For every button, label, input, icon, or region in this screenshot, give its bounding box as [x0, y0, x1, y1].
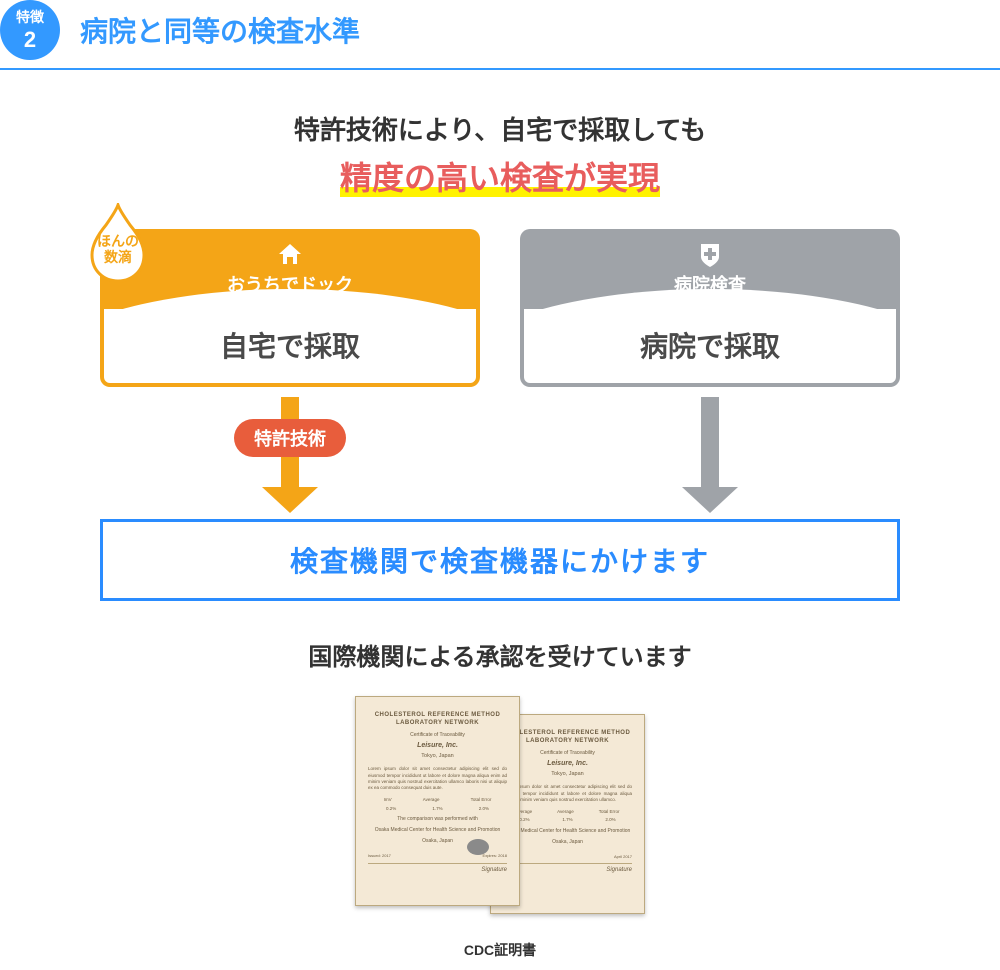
card-home-body: 自宅で採取: [100, 309, 480, 387]
card-home-header-label: おうちでドック: [227, 271, 353, 297]
arrow-hospital: [520, 397, 900, 513]
arrow-head-icon: [682, 487, 738, 513]
cert-sub: Certificate of Traceability: [503, 750, 632, 757]
outcome-text: 検査機関で検査機器にかけます: [290, 546, 710, 577]
badge-label: 特徴: [16, 7, 44, 27]
section-title: 病院と同等の検査水準: [80, 10, 360, 50]
intro-line-1: 特許技術により、自宅で採取しても: [0, 110, 1000, 147]
cert-pair: CHOLESTEROL REFERENCE METHOD LABORATORY …: [355, 696, 645, 926]
cert-loc: Tokyo, Japan: [503, 771, 632, 779]
cert-name: Leisure, Inc.: [368, 741, 507, 751]
plus-shield-icon: [697, 241, 723, 267]
drop-bubble: ほんの 数滴: [78, 203, 158, 283]
drop-line2: 数滴: [104, 249, 132, 265]
cert-sub: Certificate of Traceability: [368, 732, 507, 739]
certificate-left: CHOLESTEROL REFERENCE METHOD LABORATORY …: [355, 696, 520, 906]
intro-line-2: 精度の高い検査が実現: [340, 153, 660, 199]
comparison-cards: ほんの 数滴 おうちでドック 自宅で採取 病: [60, 229, 940, 387]
card-hospital-header: 病院検査: [520, 229, 900, 309]
card-hospital-body: 病院で採取: [520, 309, 900, 387]
cert-para: Lorem ipsum dolor sit amet consectetur a…: [368, 766, 507, 791]
arrows-row: 特許技術: [60, 397, 940, 513]
card-hospital: 病院検査 病院で採取: [520, 229, 900, 387]
cert-center-loc: Osaka, Japan: [503, 839, 632, 846]
patent-tag: 特許技術: [234, 419, 346, 457]
badge-number: 2: [24, 27, 36, 53]
drop-line1: ほんの: [97, 233, 139, 249]
stamp-icon: [467, 839, 489, 855]
certificates: CHOLESTEROL REFERENCE METHOD LABORATORY …: [0, 696, 1000, 926]
cert-center: Osaka Medical Center for Health Science …: [368, 827, 507, 834]
arrow-stem: [701, 397, 719, 487]
feature-badge: 特徴 2: [0, 0, 60, 60]
card-home-body-text: 自宅で採取: [220, 331, 360, 362]
cert-name: Leisure, Inc.: [503, 759, 632, 769]
home-icon: [277, 241, 303, 267]
cert-title: CHOLESTEROL REFERENCE METHOD LABORATORY …: [368, 711, 507, 728]
cert-center: Osaka Medical Center for Health Science …: [503, 828, 632, 835]
cert-caption: CDC証明書: [0, 940, 1000, 960]
card-home: ほんの 数滴 おうちでドック 自宅で採取: [100, 229, 480, 387]
card-hospital-header-label: 病院検査: [674, 271, 746, 297]
approval-text: 国際機関による承認を受けています: [0, 637, 1000, 672]
drop-text: ほんの 数滴: [78, 233, 158, 265]
cert-loc: Tokyo, Japan: [368, 753, 507, 761]
intro-block: 特許技術により、自宅で採取しても 精度の高い検査が実現: [0, 110, 1000, 199]
section-header: 特徴 2 病院と同等の検査水準: [0, 0, 1000, 70]
arrow-home: 特許技術: [100, 397, 480, 513]
card-hospital-body-text: 病院で採取: [640, 331, 780, 362]
outcome-box: 検査機関で検査機器にかけます: [100, 519, 900, 601]
cert-para: Lorem ipsum dolor sit amet consectetur a…: [503, 784, 632, 803]
arrow-head-icon: [262, 487, 318, 513]
cert-title: CHOLESTEROL REFERENCE METHOD LABORATORY …: [503, 729, 632, 746]
